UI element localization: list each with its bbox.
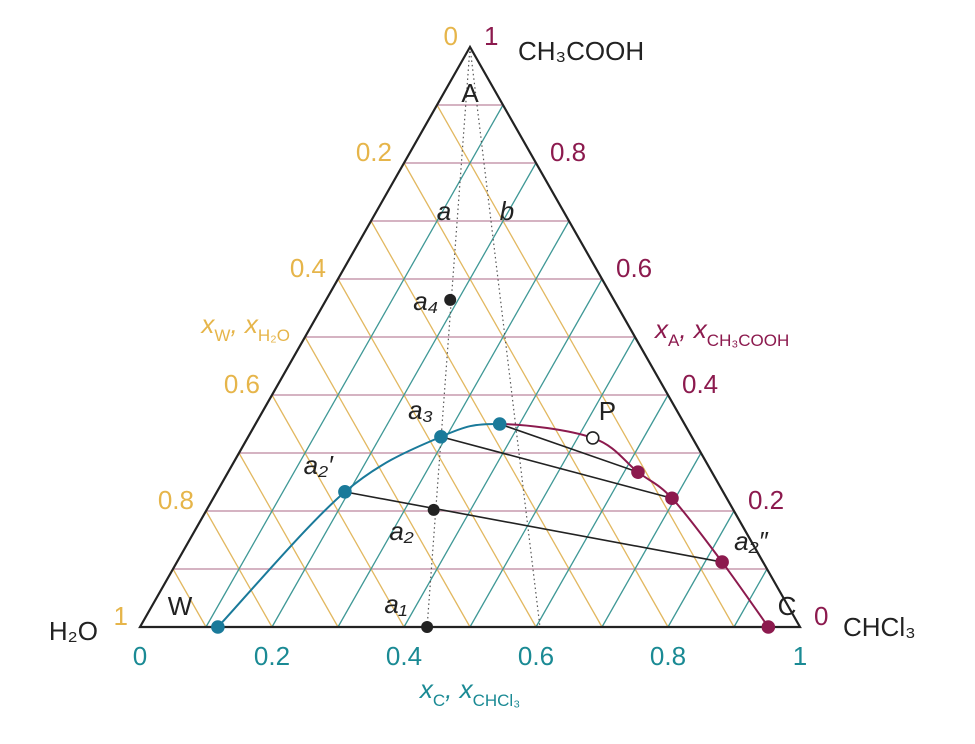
binodal-curve [499, 423, 770, 628]
axis-title-part: x [199, 309, 215, 339]
grid-line [337, 220, 570, 628]
left-tick-label: 0 [444, 21, 458, 51]
grid-line [238, 452, 339, 628]
axis-title-part: H₂O [258, 326, 290, 345]
binodal-point [585, 431, 600, 445]
left-tick-label: 0.6 [224, 369, 260, 399]
axis-title-part: C [433, 691, 445, 710]
bottom-tick-label: 0.2 [254, 641, 290, 671]
corner-label: W [168, 591, 193, 621]
binodal-point [761, 620, 776, 634]
binodal-point [665, 491, 679, 506]
binodal-point [492, 417, 507, 431]
dotted-line [469, 46, 541, 628]
binodal-curve [217, 422, 500, 628]
grid-line [271, 162, 537, 628]
point-label: a₄ [413, 286, 438, 316]
axis-title: xA, xCH₃COOH [653, 314, 789, 350]
grid-line [172, 568, 207, 628]
grid-line [304, 336, 471, 628]
grid-line [436, 104, 735, 628]
grid-line [205, 104, 504, 628]
left-tick-label: 0.4 [290, 253, 326, 283]
binodal-point [434, 429, 448, 444]
composition-point [421, 621, 434, 633]
binodal-point [211, 620, 225, 634]
tie-line [440, 435, 673, 500]
corner-label: C [778, 591, 797, 621]
right-tick-label: 0.8 [550, 137, 586, 167]
bottom-tick-label: 0.6 [518, 641, 554, 671]
composition-point [444, 293, 457, 306]
axis-title: xW, xH₂O [199, 309, 290, 345]
right-tick-label: 1 [484, 21, 498, 51]
left-tick-label: 1 [114, 601, 128, 631]
point-label: a₂″ [734, 526, 768, 556]
grid-line [535, 394, 669, 628]
binodal-point [338, 485, 352, 499]
vertex-label: CH₃COOH [518, 36, 644, 66]
axis-title-part: x [653, 314, 669, 344]
axis-title-part: , x [679, 314, 707, 344]
vertex-label: H₂O [49, 616, 98, 646]
point-label: a₂′ [304, 450, 334, 480]
vertex-label: CHCl₃ [843, 612, 916, 642]
right-tick-label: 0 [814, 601, 828, 631]
axis-title-part: CH₃COOH [707, 331, 789, 350]
axis-title: xC, xCHCl₃ [418, 674, 520, 710]
corner-label: A [461, 78, 479, 108]
composition-point [427, 503, 440, 516]
point-label: a₃ [408, 395, 433, 425]
grid-line [733, 568, 768, 628]
bottom-tick-label: 0.4 [386, 641, 422, 671]
left-tick-label: 0.2 [356, 137, 392, 167]
grid-line [469, 336, 636, 628]
line-label: a [437, 196, 451, 226]
right-tick-label: 0.2 [748, 485, 784, 515]
axis-title-part: CHCl₃ [473, 691, 521, 710]
axis-title-part: , x [445, 674, 473, 704]
point-label: a₁ [384, 589, 407, 619]
grid-line [667, 510, 735, 628]
tie-line [499, 423, 639, 473]
binodal-point [715, 555, 729, 569]
axis-title-part: x [418, 674, 434, 704]
binodal-point [631, 465, 645, 479]
axis-title-part: , x [230, 309, 258, 339]
point-label: a₂ [389, 516, 413, 546]
grid-line [601, 452, 702, 628]
line-label: b [500, 196, 514, 226]
bottom-tick-label: 1 [793, 641, 807, 671]
axis-title-part: A [668, 331, 680, 350]
tie-line [344, 491, 723, 563]
right-tick-label: 0.6 [616, 253, 652, 283]
bottom-tick-label: 0 [133, 641, 147, 671]
point-label: P [599, 396, 616, 426]
triangle-frame [138, 44, 802, 629]
axis-title-part: W [214, 326, 230, 345]
left-tick-label: 0.8 [158, 485, 194, 515]
right-tick-label: 0.4 [682, 369, 718, 399]
bottom-tick-label: 0.8 [650, 641, 686, 671]
